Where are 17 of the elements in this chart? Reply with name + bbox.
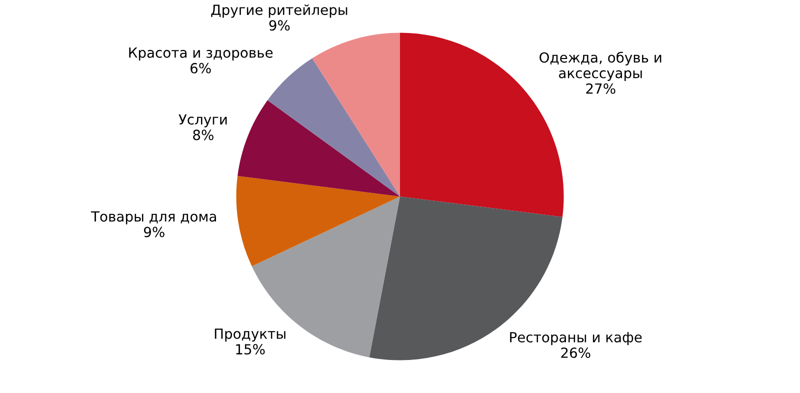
data-label: 8%: [193, 130, 214, 140]
data-label: 27%: [586, 83, 616, 94]
data-label: 6%: [190, 62, 211, 74]
pie-slice: [238, 100, 400, 196]
slice-label: Другие ритейлеры: [211, 4, 348, 18]
slice-label: Продукты: [214, 328, 286, 342]
slice-label: Красота и здоровье: [129, 48, 273, 61]
pie-slice: [312, 32, 400, 196]
data-label: 9%: [269, 20, 290, 31]
slice-label: Товары для дома: [90, 211, 216, 224]
pie-slice: [236, 176, 400, 266]
data-label: 26%: [561, 348, 590, 358]
slice-label: Рестораны и кафе: [510, 332, 642, 346]
data-label: 9%: [144, 226, 164, 238]
data-label: 15%: [236, 344, 265, 355]
slice-label: Одежда, обувь и аксессуары: [540, 52, 662, 81]
slice-label: Услуги: [178, 114, 227, 128]
